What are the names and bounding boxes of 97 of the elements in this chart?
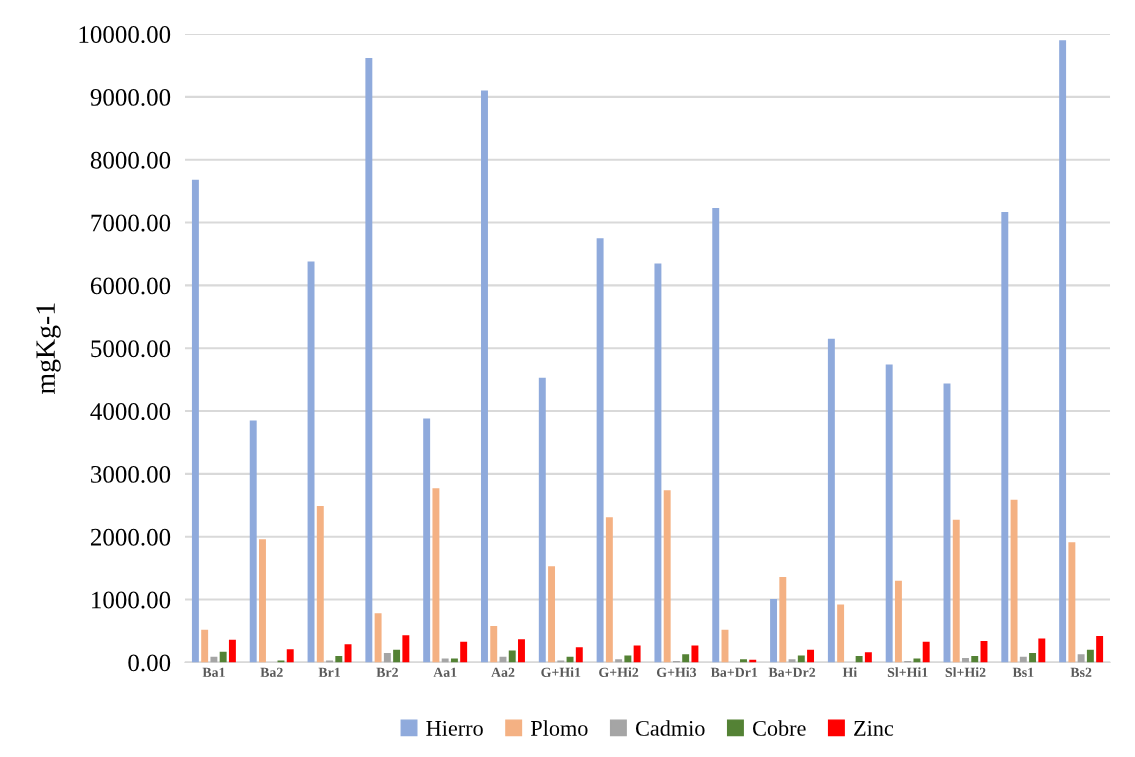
legend-label: Cadmio: [635, 720, 705, 736]
bar: [1001, 211, 1009, 663]
bar: [344, 644, 352, 663]
bar: [508, 650, 516, 663]
bar: [383, 652, 391, 663]
bar: [1029, 652, 1037, 663]
x-tick-label: Bs2: [1070, 667, 1092, 678]
bar: [885, 364, 893, 663]
x-tick-label: Ba+Dr2: [768, 667, 816, 678]
x-tick-label: Sl+Hi1: [887, 667, 928, 678]
bar: [864, 652, 872, 663]
bar: [566, 656, 574, 663]
bar: [460, 641, 468, 663]
bar: [249, 420, 257, 663]
y-tick-label: 4000.00: [90, 403, 171, 421]
x-tick-label: Br1: [318, 667, 341, 677]
y-tick-label: 2000.00: [90, 528, 171, 546]
bar: [952, 519, 960, 663]
bar: [788, 659, 796, 663]
bar: [855, 656, 863, 663]
bar: [1019, 656, 1027, 663]
y-tick-label: 5000.00: [91, 340, 171, 358]
y-tick-label: 8000.00: [90, 151, 171, 169]
bar: [538, 377, 546, 663]
bar: [1038, 638, 1046, 663]
x-tick-label: Bs1: [1012, 667, 1034, 678]
x-tick-label: G+Hi3: [656, 667, 697, 678]
x-tick-label: Aa2: [491, 667, 515, 678]
bar: [286, 649, 294, 663]
y-tick-label: 0.00: [128, 654, 171, 672]
bar: [740, 659, 747, 663]
bar: [1059, 40, 1067, 663]
y-tick-label: 7000.00: [91, 214, 171, 232]
legend-label: Hierro: [426, 720, 483, 736]
bar: [1068, 542, 1076, 663]
bar: [548, 566, 556, 663]
bar: [210, 656, 218, 663]
bar: [654, 263, 662, 663]
bar: [490, 625, 498, 663]
x-tick-label: Ba2: [260, 667, 283, 678]
bar: [191, 179, 199, 663]
legend-label: Cobre: [753, 720, 806, 736]
bar: [691, 645, 699, 663]
bar: [365, 57, 373, 663]
bar: [770, 598, 778, 663]
bar: [1010, 499, 1018, 663]
bar: [807, 649, 815, 663]
bar: [228, 639, 236, 663]
bar: [307, 261, 315, 663]
bar: [797, 655, 805, 663]
bar: [837, 604, 845, 663]
bar: [827, 338, 835, 663]
x-tick-label: Br2: [376, 667, 398, 677]
bar: [518, 639, 525, 663]
x-tick-label: Ba+Dr1: [710, 667, 758, 678]
legend-label: Plomo: [530, 720, 588, 736]
bar: [922, 641, 930, 663]
x-tick-label: Sl+Hi2: [945, 667, 986, 678]
bar: [605, 517, 613, 663]
bar: [971, 656, 979, 663]
bar: [615, 659, 623, 663]
bar: [633, 645, 641, 663]
legend-label: Zinc: [854, 720, 894, 736]
bar: [219, 651, 227, 663]
bar: [402, 635, 410, 663]
x-tick-label: G+Hi1: [541, 667, 581, 678]
bar: [259, 539, 266, 663]
y-tick-label: 10000.00: [79, 26, 171, 44]
bar: [575, 647, 583, 663]
x-tick-label: Aa1: [433, 667, 457, 678]
bar: [374, 613, 382, 663]
bar: [663, 490, 671, 663]
x-tick-label: Hi: [842, 667, 857, 677]
bar: [1077, 654, 1085, 663]
bar: [432, 488, 440, 663]
y-tick-label: 3000.00: [91, 465, 171, 483]
bar: [1096, 635, 1104, 663]
bar: [624, 655, 632, 663]
x-tick-label: Ba1: [202, 667, 225, 678]
bar: [596, 238, 604, 663]
y-tick-label: 9000.00: [90, 88, 171, 106]
bar: [682, 654, 690, 663]
y-tick-label: 1000.00: [92, 591, 171, 609]
bar: [779, 576, 787, 663]
bar: [423, 418, 431, 663]
bar: [962, 657, 969, 663]
x-tick-label: G+Hi2: [599, 667, 639, 678]
bar: [316, 505, 324, 663]
bar: [1086, 649, 1094, 663]
y-tick-label: 6000.00: [90, 277, 171, 295]
bar: [481, 90, 488, 663]
bar: [712, 208, 720, 663]
bar: [393, 649, 401, 663]
bar: [201, 629, 209, 663]
y-axis-title: mgKg-1: [36, 303, 61, 394]
bar: [335, 656, 343, 663]
bar: [894, 580, 902, 663]
